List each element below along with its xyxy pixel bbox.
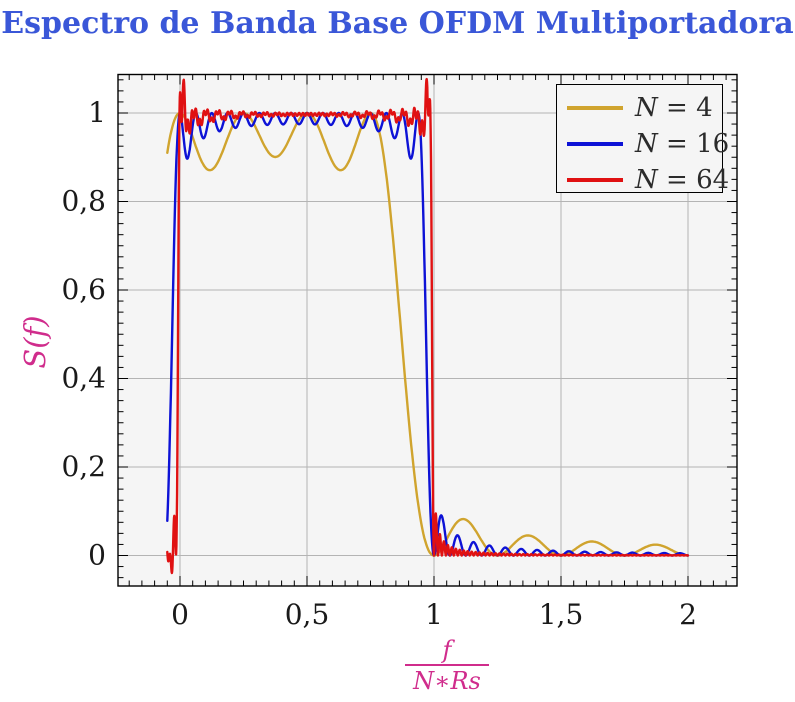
x-label-fraction-bar (405, 664, 489, 666)
y-tick-label: 0,4 (61, 362, 106, 395)
curve-N16 (166, 111, 690, 557)
x-tick-label: 0,5 (285, 598, 330, 631)
legend-row-n16: N = 16 (557, 126, 729, 162)
legend-label-n4: N = 4 (635, 93, 713, 123)
legend-label-n64: N = 64 (635, 165, 730, 195)
y-axis-label: S(f) (18, 315, 52, 369)
x-axis-label: f N∗Rs (397, 637, 497, 694)
y-tick-label: 0,6 (61, 273, 106, 306)
chart-title: Espectro de Banda Base OFDM Multiportado… (1, 6, 794, 41)
y-tick-label: 1 (88, 96, 106, 129)
legend-row-n4: N = 4 (557, 90, 722, 126)
legend-row-n64: N = 64 (557, 162, 729, 198)
legend-swatch-n16 (567, 142, 623, 146)
x-label-fraction-denominator: N∗Rs (413, 667, 481, 695)
x-tick-label: 0 (171, 598, 189, 631)
axis-frame (117, 73, 738, 587)
x-tick-label: 1 (425, 598, 443, 631)
x-tick-label: 2 (679, 598, 697, 631)
y-tick-label: 0,2 (61, 450, 106, 483)
legend-swatch-n4 (567, 106, 623, 110)
y-tick-label: 0,8 (61, 185, 106, 218)
legend: N = 4 N = 16 N = 64 (556, 84, 729, 195)
legend-swatch-n64 (567, 178, 623, 182)
x-tick-label: 1,5 (539, 598, 584, 631)
curve-N64 (166, 77, 690, 575)
legend-label-n16: N = 16 (635, 129, 730, 159)
x-label-fraction-numerator: f (442, 636, 452, 664)
y-tick-label: 0 (88, 539, 106, 572)
